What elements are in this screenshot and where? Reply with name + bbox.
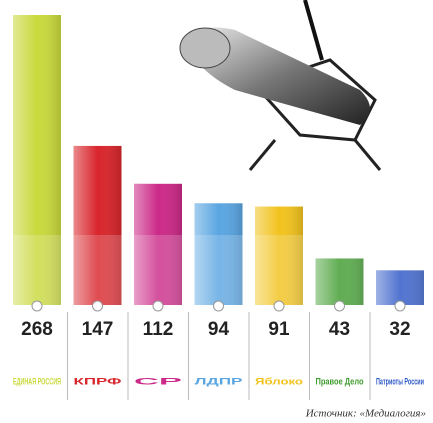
bar-lower-shade [195, 235, 243, 305]
party-logo-label: ЛДПР [195, 376, 243, 386]
bar-lower-shade [13, 235, 61, 305]
bar-marker [153, 301, 163, 311]
value-label: 91 [268, 319, 290, 340]
bar-lower-shade [74, 235, 122, 305]
bar-marker [395, 301, 405, 311]
bar-lower-shade [376, 270, 424, 305]
value-label: 32 [389, 319, 410, 340]
microphone [180, 0, 380, 170]
bar-marker [214, 301, 224, 311]
party-logo-label: КПРФ [74, 376, 123, 386]
chart: 268 ЕДИНАЯ РОССИЯ 147 КПРФ 112 СР 94 ЛДПР 91 Ябло… [0, 0, 433, 423]
value-label: 112 [143, 319, 174, 340]
party-logo-label: СР [134, 376, 182, 386]
bar-lower-shade [255, 235, 303, 305]
value-label: 94 [208, 319, 230, 340]
party-logo-label: Яблоко [255, 376, 304, 386]
value-label: 43 [329, 319, 350, 340]
party-logo-label: Патриоты России [376, 376, 424, 386]
source-note: Источник: «Медиалогия» [305, 408, 426, 420]
bar-marker [274, 301, 284, 311]
bar-lower-shade [134, 235, 182, 305]
bar-marker [93, 301, 103, 311]
value-label: 147 [82, 319, 114, 340]
bar-marker [335, 301, 345, 311]
bar-lower-shade [316, 258, 364, 305]
party-logo-label: Правое Дело [316, 376, 364, 386]
party-logo-label: ЕДИНАЯ РОССИЯ [13, 376, 61, 386]
bar-marker [32, 301, 42, 311]
value-label: 268 [21, 319, 53, 340]
